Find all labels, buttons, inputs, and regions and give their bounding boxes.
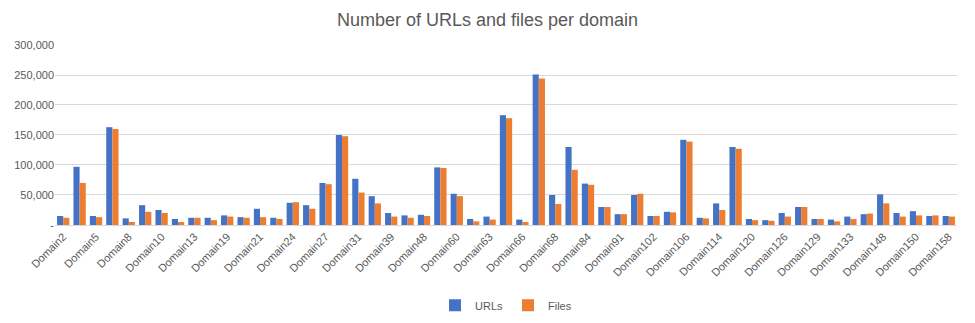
svg-text:Domain60: Domain60 [418,230,462,274]
svg-text:300,000: 300,000 [14,39,54,51]
svg-text:Domain148: Domain148 [840,230,888,278]
svg-text:Domain129: Domain129 [775,230,823,278]
svg-text:Domain102: Domain102 [611,230,659,278]
svg-text:Domain31: Domain31 [320,230,364,274]
svg-text:Domain158: Domain158 [906,230,954,278]
svg-text:Domain68: Domain68 [517,230,561,274]
svg-text:Domain84: Domain84 [549,230,593,274]
svg-text:Domain63: Domain63 [451,230,495,274]
svg-text:Domain114: Domain114 [677,230,725,278]
svg-text:Domain120: Domain120 [709,230,757,278]
svg-text:Domain91: Domain91 [582,230,626,274]
svg-text:-: - [50,219,54,231]
svg-text:Domain66: Domain66 [484,230,528,274]
svg-text:Domain13: Domain13 [156,230,200,274]
svg-text:Domain48: Domain48 [385,230,429,274]
svg-text:Domain5: Domain5 [62,230,102,270]
svg-text:Domain106: Domain106 [643,230,691,278]
svg-text:Domain21: Domain21 [221,230,265,274]
svg-text:URLs: URLs [475,300,503,312]
svg-text:100,000: 100,000 [14,159,54,171]
svg-text:Number of URLs and files per d: Number of URLs and files per domain [337,10,638,30]
svg-text:Domain150: Domain150 [873,230,921,278]
svg-text:Domain10: Domain10 [123,230,167,274]
svg-text:Domain8: Domain8 [94,230,134,270]
svg-text:Domain39: Domain39 [353,230,397,274]
svg-text:Domain24: Domain24 [254,230,298,274]
svg-text:150,000: 150,000 [14,129,54,141]
svg-text:Domain27: Domain27 [287,230,331,274]
svg-text:Domain19: Domain19 [189,230,233,274]
svg-text:Domain126: Domain126 [742,230,790,278]
svg-text:250,000: 250,000 [14,69,54,81]
svg-text:200,000: 200,000 [14,99,54,111]
svg-text:Files: Files [548,300,572,312]
svg-text:Domain133: Domain133 [807,230,855,278]
svg-text:Domain2: Domain2 [29,230,69,270]
svg-text:50,000: 50,000 [20,189,54,201]
